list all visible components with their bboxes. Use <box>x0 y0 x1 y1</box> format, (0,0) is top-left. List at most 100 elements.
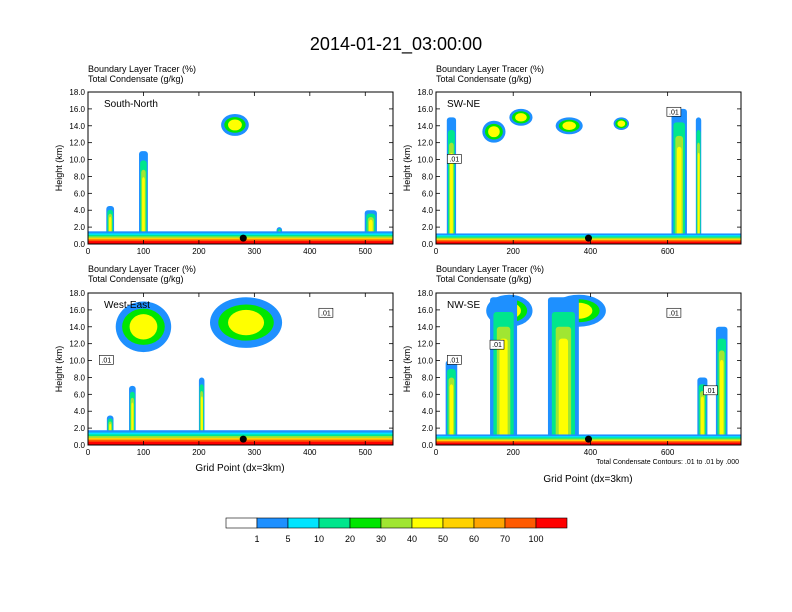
y-tick-label: 2.0 <box>422 424 434 433</box>
colorbar-label: 10 <box>314 534 324 544</box>
anvil-peak <box>129 314 158 340</box>
colorbar-swatch <box>411 517 444 529</box>
y-tick-label: 8.0 <box>422 172 434 181</box>
x-tick-label: 200 <box>192 448 206 457</box>
y-tick-label: 14.0 <box>417 323 433 332</box>
panel-subtitle-line2: Total Condensate (g/kg) <box>436 274 532 284</box>
x-tick-label: 400 <box>303 448 317 457</box>
x-tick-label: 300 <box>248 448 262 457</box>
location-marker <box>239 435 247 443</box>
convective-column <box>450 152 453 244</box>
colorbar-label: 70 <box>500 534 510 544</box>
panel-subtitle-line1: Boundary Layer Tracer (%) <box>436 64 544 74</box>
contour-label-box <box>666 307 682 318</box>
y-tick-label: 8.0 <box>74 373 86 382</box>
y-tick-label: 12.0 <box>69 340 85 349</box>
x-tick-label: 600 <box>661 448 675 457</box>
location-marker <box>239 234 247 242</box>
colorbar-swatch <box>256 517 289 529</box>
plot-frame <box>435 91 742 245</box>
contour-label: .01 <box>449 357 459 364</box>
anvil-peak <box>617 120 626 127</box>
location-marker <box>585 435 592 443</box>
y-tick-label: 10.0 <box>417 357 433 366</box>
panel-subtitle-line2: Total Condensate (g/kg) <box>88 74 184 84</box>
y-tick-label: 6.0 <box>74 390 86 399</box>
y-tick-label: 10.0 <box>69 357 85 366</box>
x-axis-label: Grid Point (dx=3km) <box>195 463 284 474</box>
contour-label: .01 <box>101 357 111 364</box>
y-tick-label: 6.0 <box>422 390 434 399</box>
y-tick-label: 16.0 <box>69 306 85 315</box>
panel-label: NW-SE <box>447 300 480 311</box>
panel-subtitle-line1: Boundary Layer Tracer (%) <box>88 64 196 74</box>
anvil-peak <box>228 309 265 336</box>
figure-title: 2014-01-21_03:00:00 <box>310 34 482 55</box>
boundary-layer-band <box>436 442 741 445</box>
y-tick-label: 4.0 <box>422 206 434 215</box>
colorbar-label: 100 <box>528 534 543 544</box>
plot-area: 0.0 2.0 4.0 6.0 8.0 10.0 12.0 14.0 16.0 18.0 0 200 4… <box>417 289 742 457</box>
boundary-layer-band <box>88 241 393 244</box>
y-tick-label: 14.0 <box>69 122 85 131</box>
y-tick-label: 6.0 <box>422 189 434 198</box>
y-tick-label: 4.0 <box>74 407 86 416</box>
x-tick-label: 0 <box>434 448 439 457</box>
x-tick-label: 200 <box>507 448 521 457</box>
y-tick-label: 12.0 <box>69 139 85 148</box>
y-axis-label: Height (km) <box>54 346 64 393</box>
colorbar-swatch <box>287 517 320 529</box>
x-tick-label: 0 <box>434 247 439 256</box>
panel-label: SW-NE <box>447 99 480 110</box>
contour-label: .01 <box>492 342 502 349</box>
anvil-peak <box>515 113 527 122</box>
contour-label-box <box>446 154 462 164</box>
colorbar-swatch <box>349 517 382 529</box>
y-tick-label: 2.0 <box>74 424 86 433</box>
y-tick-label: 0.0 <box>74 441 86 450</box>
y-axis-label: Height (km) <box>402 145 412 192</box>
y-tick-label: 2.0 <box>74 223 86 232</box>
contour-label-box <box>446 355 462 365</box>
y-tick-label: 8.0 <box>74 172 86 181</box>
y-tick-label: 10.0 <box>417 156 433 165</box>
convective-column <box>697 152 700 244</box>
colorbar-swatch <box>473 517 506 529</box>
anvil-peak <box>488 126 500 138</box>
boundary-layer-band <box>436 241 741 244</box>
y-tick-label: 12.0 <box>417 139 433 148</box>
convective-column <box>142 177 145 244</box>
y-tick-label: 2.0 <box>422 223 434 232</box>
panel-label: South-North <box>104 99 158 110</box>
x-tick-label: 100 <box>137 247 151 256</box>
colorbar-swatch <box>318 517 351 529</box>
y-tick-label: 16.0 <box>417 306 433 315</box>
y-axis-label: Height (km) <box>402 346 412 393</box>
plot-area: 0.0 2.0 4.0 6.0 8.0 10.0 12.0 14.0 16.0 18.0 0 100 2… <box>69 88 394 256</box>
colorbar-label: 20 <box>345 534 355 544</box>
x-tick-label: 200 <box>507 247 521 256</box>
colorbar-label: 60 <box>469 534 479 544</box>
convective-column <box>499 338 508 445</box>
colorbar-label: 5 <box>285 534 290 544</box>
x-tick-label: 0 <box>86 247 91 256</box>
colorbar-label: 1 <box>254 534 259 544</box>
convective-column <box>558 338 569 445</box>
x-tick-label: 400 <box>584 247 598 256</box>
y-axis-label: Height (km) <box>54 145 64 192</box>
contour-label: .01 <box>706 388 716 395</box>
contour-note: Total Condensate Contours: .01 to .01 by… <box>596 459 739 466</box>
tracer-shading <box>88 113 393 244</box>
boundary-layer-band <box>88 441 393 445</box>
y-tick-label: 18.0 <box>69 289 85 298</box>
convective-column <box>700 396 704 445</box>
x-tick-label: 400 <box>584 448 598 457</box>
colorbar-swatch <box>442 517 475 529</box>
colorbar-swatch <box>225 517 258 529</box>
plot-frame <box>87 91 394 245</box>
y-tick-label: 4.0 <box>422 407 434 416</box>
x-tick-label: 400 <box>303 247 317 256</box>
x-tick-label: 500 <box>359 247 373 256</box>
y-tick-label: 16.0 <box>417 105 433 114</box>
